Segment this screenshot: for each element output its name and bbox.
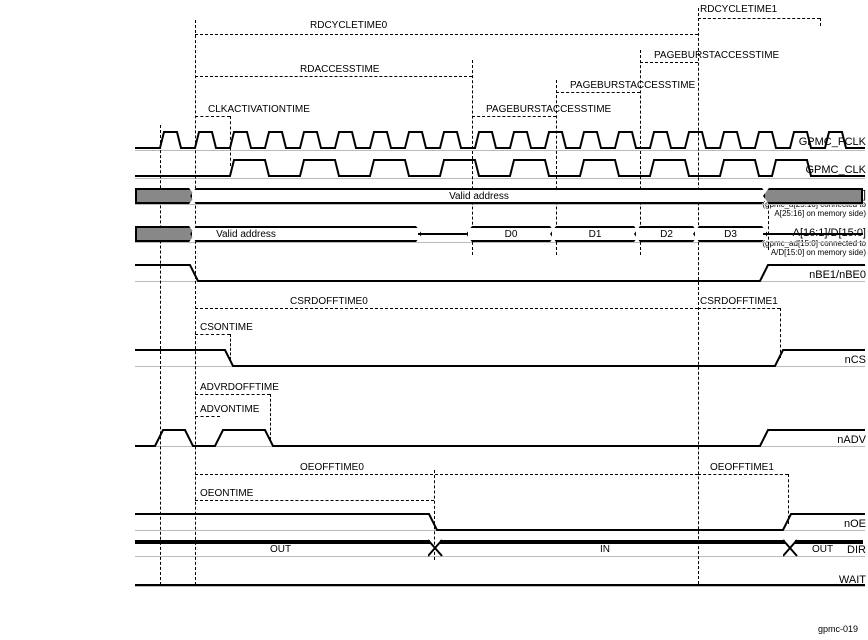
t-advrdoff: ADVRDOFFTIME: [200, 382, 279, 393]
bracket: [698, 474, 788, 475]
bracket: [195, 308, 698, 309]
t-oeoff1: OEOFFTIME1: [710, 462, 774, 473]
bracket: [820, 18, 821, 26]
wave-ncs: [135, 346, 865, 370]
t-rdaccess: RDACCESSTIME: [300, 64, 379, 75]
bracket: [195, 394, 270, 395]
bracket: [195, 76, 472, 77]
guide-d3: [698, 8, 699, 584]
bus-ahi-post: [763, 188, 863, 204]
t-pba0: PAGEBURSTACCESSTIME: [486, 104, 611, 115]
bus-ahi-valid: Valid address: [190, 188, 768, 204]
d3-text: D3: [695, 229, 766, 240]
t-rdcycle0: RDCYCLETIME0: [310, 20, 387, 31]
d1-text: D1: [552, 229, 638, 240]
bus-alo-pre: [135, 226, 195, 242]
bracket: [472, 116, 556, 117]
bracket: [195, 416, 220, 417]
bus-d2: D2: [634, 226, 699, 242]
d0-text: D0: [468, 229, 554, 240]
t-pba2: PAGEBURSTACCESSTIME: [654, 50, 779, 61]
t-clkact: CLKACTIVATIONTIME: [208, 104, 310, 115]
timing-diagram: GPMC_FCLK GPMC_CLK A[26:17] (gpmc_a[25:1…: [0, 0, 868, 640]
wave-clk: [135, 156, 865, 180]
wave-nadv: [135, 426, 865, 450]
bracket: [195, 474, 698, 475]
bus-d3: D3: [693, 226, 768, 242]
bracket: [698, 308, 780, 309]
bracket: [698, 18, 820, 19]
bus-alo-addr: Valid address: [190, 226, 422, 242]
baseline: [135, 242, 865, 243]
baseline: [135, 586, 865, 587]
wave-nbe: [135, 261, 865, 285]
t-oeoff0: OEOFFTIME0: [300, 462, 364, 473]
t-oeontime: OEONTIME: [200, 488, 253, 499]
t-csrdoff0: CSRDOFFTIME0: [290, 296, 368, 307]
footer-id: gpmc-019: [818, 624, 858, 634]
bracket: [195, 116, 230, 117]
bus-d0: D0: [466, 226, 556, 242]
t-rdcycle1: RDCYCLETIME1: [700, 4, 777, 15]
bracket: [556, 92, 640, 93]
bus-ahi-pre: [135, 188, 195, 204]
wave-noe: [135, 510, 865, 534]
t-csontime: CSONTIME: [200, 322, 253, 333]
wave-wait: [135, 584, 865, 586]
dir-in: [440, 540, 785, 544]
bracket: [195, 334, 230, 335]
wave-fclk: [135, 128, 865, 152]
bus-ahi-text: Valid address: [192, 191, 766, 202]
d2-text: D2: [636, 229, 697, 240]
bus-gap: [418, 233, 470, 235]
bracket: [640, 62, 698, 63]
dir-out2-text: OUT: [812, 544, 833, 555]
t-advontime: ADVONTIME: [200, 404, 259, 415]
bracket: [195, 34, 698, 35]
bracket: [195, 500, 434, 501]
baseline: [135, 556, 865, 557]
dir-in-text: IN: [600, 544, 610, 555]
t-csrdoff1: CSRDOFFTIME1: [700, 296, 778, 307]
bus-post: [763, 233, 863, 235]
bus-d1: D1: [550, 226, 640, 242]
dir-out1-text: OUT: [270, 544, 291, 555]
baseline: [135, 204, 865, 205]
t-pba1: PAGEBURSTACCESSTIME: [570, 80, 695, 91]
label-dir: DIR: [847, 544, 866, 556]
